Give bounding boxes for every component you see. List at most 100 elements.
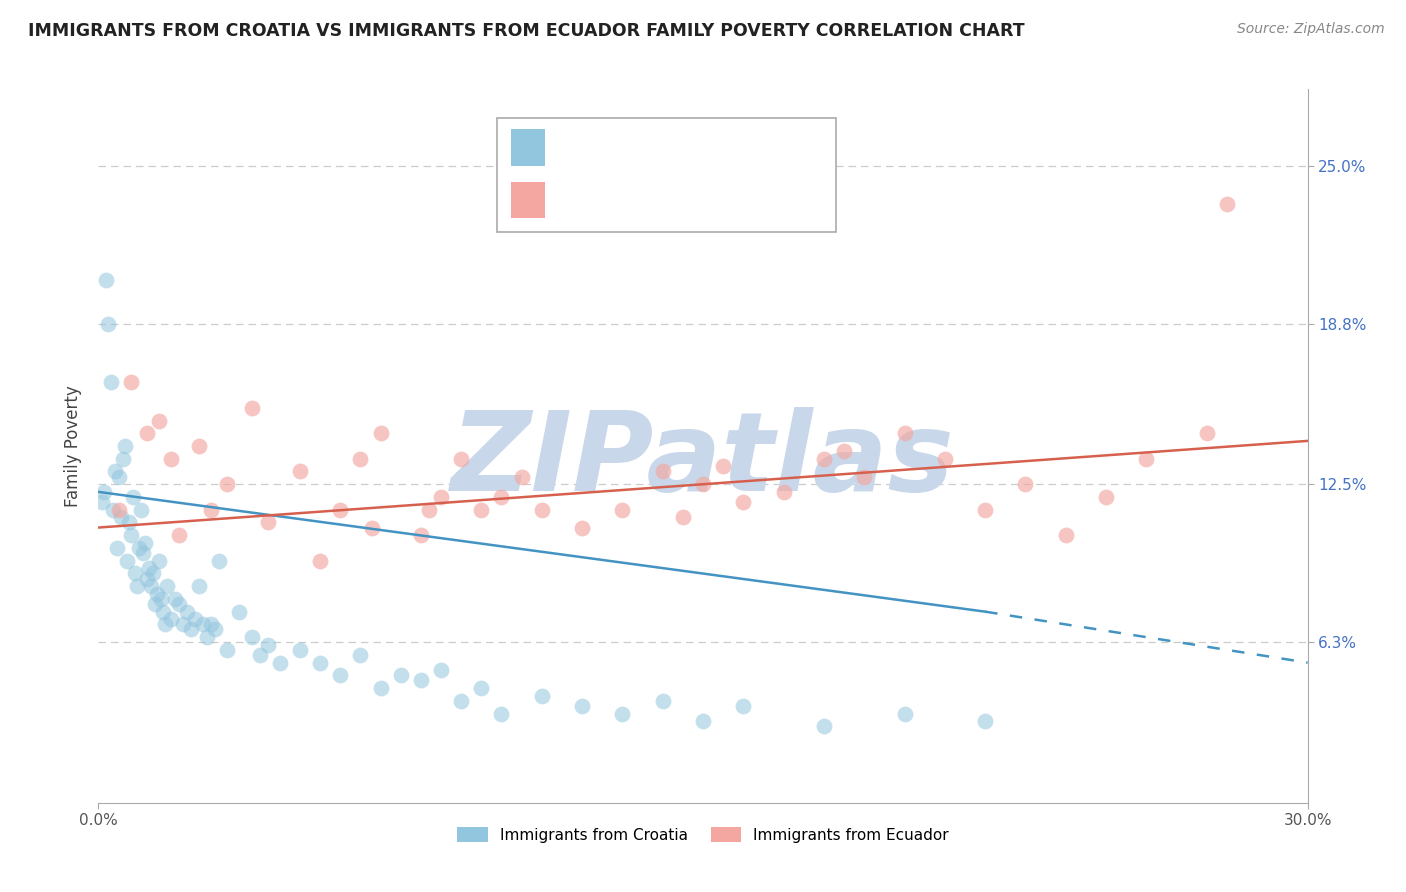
Point [153, 617, 176, 632]
Point [772, 484, 794, 499]
Point [114, 439, 136, 453]
Point [612, 502, 634, 516]
Point [204, 623, 226, 637]
Point [430, 663, 453, 677]
Point [167, 528, 190, 542]
Point [110, 510, 132, 524]
Point [129, 502, 152, 516]
Point [107, 502, 129, 516]
Point [125, 579, 148, 593]
Point [450, 451, 472, 466]
Point [361, 520, 384, 534]
Point [409, 528, 432, 542]
Point [571, 698, 593, 713]
Point [120, 528, 142, 542]
Point [208, 554, 231, 568]
Point [1216, 197, 1239, 211]
Text: ZIPatlas: ZIPatlas [451, 407, 955, 514]
Point [93, 484, 115, 499]
Point [530, 689, 553, 703]
Point [115, 554, 138, 568]
Text: Source: ZipAtlas.com: Source: ZipAtlas.com [1237, 22, 1385, 37]
Point [121, 490, 143, 504]
Point [288, 465, 311, 479]
Point [152, 605, 174, 619]
Point [1135, 451, 1157, 466]
Point [188, 579, 211, 593]
Point [160, 612, 183, 626]
Point [180, 623, 202, 637]
Point [188, 439, 211, 453]
Point [530, 502, 553, 516]
Y-axis label: Family Poverty: Family Poverty [65, 385, 83, 507]
Point [138, 561, 160, 575]
Point [309, 554, 332, 568]
Point [256, 638, 278, 652]
Point [733, 698, 755, 713]
Point [135, 426, 157, 441]
Point [1054, 528, 1077, 542]
Point [1095, 490, 1118, 504]
Point [711, 459, 734, 474]
Point [349, 648, 371, 662]
Point [934, 451, 956, 466]
Point [200, 617, 222, 632]
Point [156, 579, 179, 593]
Point [309, 656, 332, 670]
Point [692, 714, 714, 729]
Point [172, 617, 194, 632]
Point [163, 591, 186, 606]
Point [813, 719, 835, 733]
Point [160, 451, 183, 466]
Point [124, 566, 146, 581]
Point [135, 572, 157, 586]
Point [491, 490, 513, 504]
Point [100, 376, 122, 390]
Point [128, 541, 150, 555]
Point [101, 502, 124, 516]
Point [111, 451, 134, 466]
Point [349, 451, 371, 466]
Point [200, 502, 222, 516]
Point [217, 477, 239, 491]
Point [96, 273, 118, 287]
Point [134, 536, 156, 550]
Point [672, 510, 695, 524]
Point [184, 612, 207, 626]
Point [228, 605, 250, 619]
Point [103, 465, 125, 479]
Point [139, 579, 162, 593]
Point [510, 469, 533, 483]
Point [1014, 477, 1036, 491]
Point [974, 502, 997, 516]
Point [853, 469, 876, 483]
Point [430, 490, 453, 504]
Point [107, 469, 129, 483]
Point [1195, 426, 1218, 441]
Point [329, 502, 352, 516]
Point [195, 630, 218, 644]
Point [146, 587, 169, 601]
Point [813, 451, 835, 466]
Point [893, 706, 915, 721]
Point [651, 694, 673, 708]
Point [389, 668, 412, 682]
Point [409, 673, 432, 688]
Point [329, 668, 352, 682]
Point [491, 706, 513, 721]
Legend: Immigrants from Croatia, Immigrants from Ecuador: Immigrants from Croatia, Immigrants from… [451, 821, 955, 848]
Point [470, 681, 492, 695]
Point [167, 597, 190, 611]
Point [370, 681, 392, 695]
Point [893, 426, 915, 441]
Point [118, 516, 141, 530]
Point [288, 643, 311, 657]
Point [149, 591, 172, 606]
Point [450, 694, 472, 708]
Point [132, 546, 155, 560]
Point [651, 465, 673, 479]
Point [612, 706, 634, 721]
Point [249, 648, 271, 662]
Point [91, 495, 114, 509]
Point [176, 605, 198, 619]
